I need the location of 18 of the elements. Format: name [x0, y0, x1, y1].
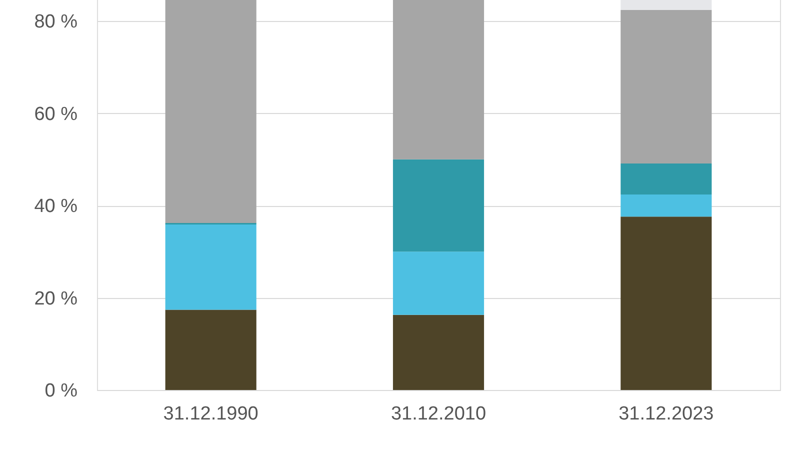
y-tick-label: 80 % [34, 12, 78, 33]
y-tick-label: 40 % [34, 196, 78, 218]
bar [620, 216, 712, 390]
y-tick-label: 0 % [44, 380, 78, 402]
bar [620, 164, 712, 194]
bar [392, 159, 484, 252]
bar [620, 194, 712, 217]
x-tick-label: 31.12.2023 [618, 404, 714, 424]
bar [392, 0, 484, 160]
bar [165, 224, 256, 310]
bar [165, 310, 256, 390]
bar [392, 314, 484, 390]
x-tick-label: 31.12.2010 [390, 404, 486, 424]
y-tick-label: 60 % [34, 104, 78, 125]
bar [620, 10, 712, 164]
x-tick-label: 31.12.1990 [163, 404, 258, 424]
bar [392, 252, 484, 315]
y-tick-label: 20 % [34, 288, 78, 310]
